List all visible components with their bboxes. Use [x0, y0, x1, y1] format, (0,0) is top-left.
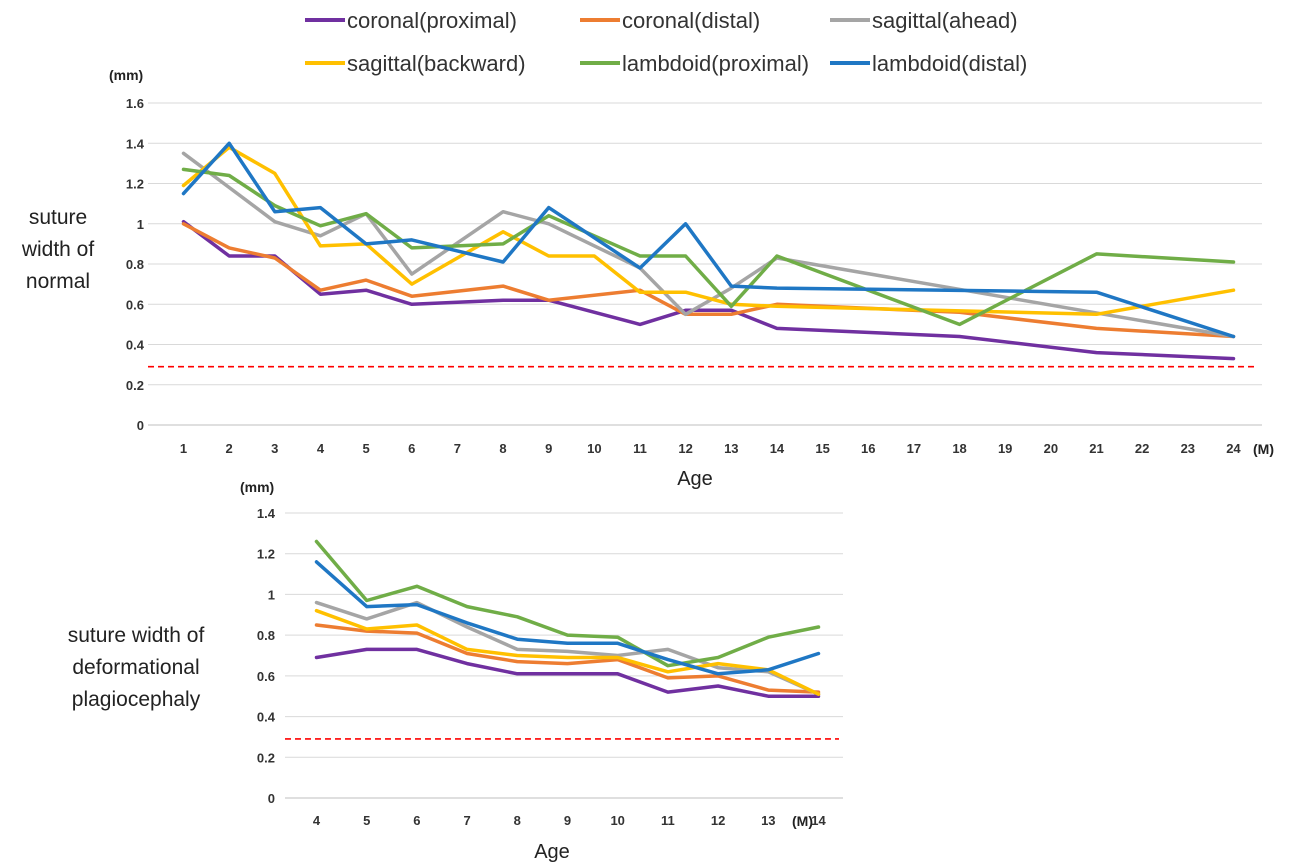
side-label-line3: plagiocephaly — [72, 688, 201, 711]
y-tick-label: 1.4 — [257, 506, 276, 521]
x-unit-label: (M) — [1253, 441, 1274, 457]
x-tick-label: 11 — [661, 813, 675, 828]
x-unit-label: (M) — [792, 813, 813, 829]
y-unit-label: (mm) — [240, 479, 274, 495]
x-tick-label: 23 — [1181, 441, 1195, 456]
legend-label: coronal(proximal) — [347, 8, 517, 33]
y-tick-label: 0 — [268, 791, 275, 806]
x-tick-label: 7 — [463, 813, 470, 828]
y-tick-label: 0.6 — [257, 669, 275, 684]
x-tick-label: 12 — [678, 441, 692, 456]
y-tick-label: 0.8 — [257, 628, 275, 643]
y-tick-label: 1.2 — [257, 547, 275, 562]
x-tick-label: 8 — [499, 441, 506, 456]
x-tick-label: 4 — [317, 441, 325, 456]
legend-label: sagittal(backward) — [347, 51, 526, 76]
y-tick-label: 0.4 — [257, 710, 276, 725]
x-tick-label: 7 — [454, 441, 461, 456]
x-tick-label: 14 — [770, 441, 785, 456]
series-line — [314, 647, 821, 698]
x-tick-label: 3 — [271, 441, 278, 456]
x-tick-label: 13 — [761, 813, 775, 828]
normal-chart: 00.20.40.60.811.21.41.6 1 2 3 4 5 6 7 8 9 10 11 12 1… — [21, 67, 1274, 490]
x-tick-label: 13 — [724, 441, 738, 456]
legend-item: sagittal(ahead) — [830, 8, 1018, 33]
legend-item: lambdoid(distal) — [830, 51, 1027, 76]
x-tick-label: 11 — [633, 441, 647, 456]
x-tick-label: 12 — [711, 813, 725, 828]
side-label-line2: deformational — [72, 656, 199, 679]
x-tick-label: 24 — [1226, 441, 1241, 456]
legend: coronal(proximal) coronal(distal) sagittal… — [305, 8, 1027, 76]
series-line — [181, 145, 1236, 317]
series-line — [181, 167, 1236, 327]
y-tick-label: 1 — [137, 217, 144, 232]
side-label-line3: normal — [26, 270, 90, 293]
x-tick-label: 9 — [564, 813, 571, 828]
legend-item: coronal(proximal) — [305, 8, 517, 33]
series-line — [181, 151, 1236, 339]
legend-label: lambdoid(proximal) — [622, 51, 809, 76]
x-tick-label: 14 — [811, 813, 826, 828]
legend-label: coronal(distal) — [622, 8, 760, 33]
y-tick-label: 0.8 — [126, 257, 144, 272]
legend-item: lambdoid(proximal) — [580, 51, 809, 76]
series-line — [314, 623, 821, 694]
x-tick-label: 18 — [952, 441, 966, 456]
series-line — [314, 539, 821, 668]
x-tick-label: 10 — [610, 813, 624, 828]
series-line — [314, 560, 821, 676]
x-tick-label: 10 — [587, 441, 601, 456]
x-tick-label: 4 — [313, 813, 321, 828]
x-tick-label: 8 — [514, 813, 521, 828]
x-tick-label: 2 — [226, 441, 233, 456]
series-line — [314, 600, 821, 696]
series-line — [181, 219, 1236, 361]
x-tick-label: 6 — [413, 813, 420, 828]
legend-item: sagittal(backward) — [305, 51, 526, 76]
series-line — [181, 141, 1236, 339]
x-axis-title: Age — [677, 468, 713, 490]
legend-label: sagittal(ahead) — [872, 8, 1018, 33]
x-tick-label: 19 — [998, 441, 1012, 456]
series-line — [314, 608, 821, 696]
x-tick-label: 5 — [363, 813, 370, 828]
side-label-line2: width of — [21, 238, 95, 261]
y-tick-label: 1 — [268, 587, 275, 602]
side-label-line1: suture width of — [68, 624, 205, 647]
x-axis-title: Age — [534, 841, 570, 863]
legend-label: lambdoid(distal) — [872, 51, 1027, 76]
y-unit-label: (mm) — [109, 67, 143, 83]
y-tick-label: 0.6 — [126, 297, 144, 312]
x-tick-label: 15 — [815, 441, 829, 456]
y-tick-label: 0.4 — [126, 338, 145, 353]
x-tick-label: 22 — [1135, 441, 1149, 456]
y-tick-label: 1.2 — [126, 177, 144, 192]
y-tick-label: 1.6 — [126, 96, 144, 111]
y-tick-label: 1.4 — [126, 136, 145, 151]
x-tick-label: 6 — [408, 441, 415, 456]
side-label-line1: suture — [29, 206, 87, 229]
y-tick-label: 0 — [137, 418, 144, 433]
plagiocephaly-chart: 0 0.2 0.4 0.6 0.8 1 1.2 1.4 4 5 6 7 8 9 10 11 12 13 14 (m… — [68, 479, 843, 863]
legend-item: coronal(distal) — [580, 8, 760, 33]
x-tick-label: 20 — [1044, 441, 1058, 456]
x-tick-label: 21 — [1089, 441, 1103, 456]
x-tick-label: 5 — [362, 441, 369, 456]
x-tick-label: 16 — [861, 441, 875, 456]
x-tick-label: 9 — [545, 441, 552, 456]
y-tick-label: 0.2 — [126, 378, 144, 393]
x-tick-label: 17 — [907, 441, 921, 456]
y-tick-label: 0.2 — [257, 750, 275, 765]
x-tick-label: 1 — [180, 441, 187, 456]
